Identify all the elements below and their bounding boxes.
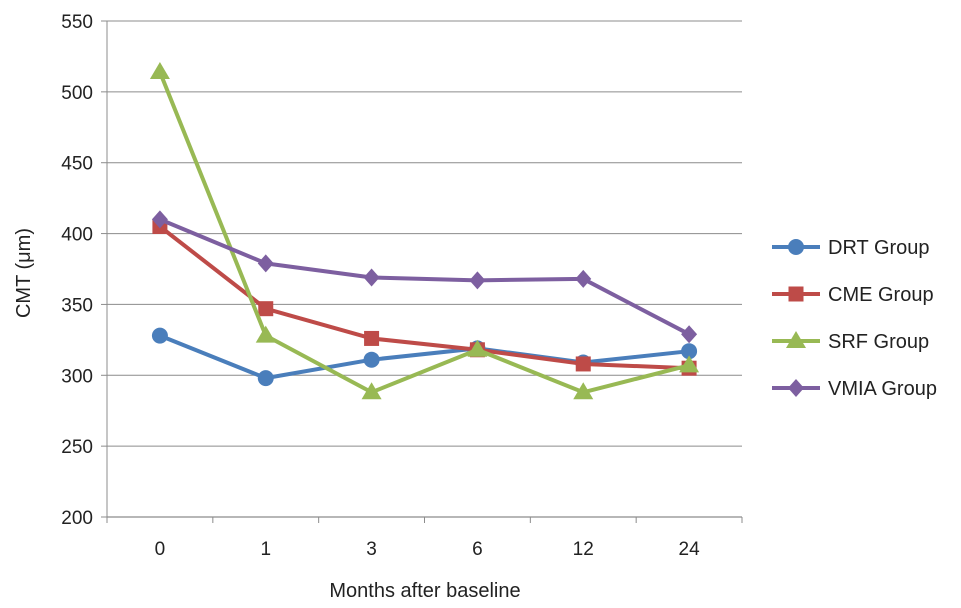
legend: DRT Group CME Group SRF Group VMIA Group xyxy=(772,237,937,400)
x-tick-label: 0 xyxy=(155,539,166,560)
legend-item-drt-group: DRT Group xyxy=(772,237,930,259)
gridlines xyxy=(107,20,742,447)
data-point-vmia-group xyxy=(363,268,380,287)
data-point-drt-group xyxy=(363,351,380,368)
data-point-vmia-group xyxy=(469,271,486,290)
series-drt-group xyxy=(151,327,698,387)
y-tick-label: 450 xyxy=(61,154,93,175)
series-line-cme-group xyxy=(158,224,690,371)
x-tick-label: 12 xyxy=(573,539,594,560)
data-point-vmia-group xyxy=(257,254,274,273)
legend-item-srf-group: SRF Group xyxy=(772,331,929,353)
data-point-srf-group xyxy=(255,325,276,343)
y-tick-label: 550 xyxy=(61,12,93,33)
y-tick-label: 200 xyxy=(61,508,93,529)
y-tick-label: 350 xyxy=(61,295,93,316)
series-srf-group xyxy=(149,62,700,400)
x-axis-label: Months after baseline xyxy=(329,580,520,602)
x-tick-label: 6 xyxy=(472,539,483,560)
x-tick-label: 24 xyxy=(679,539,701,560)
data-point-vmia-group xyxy=(575,269,592,288)
legend-label: CME Group xyxy=(828,284,934,306)
data-point-cme-group xyxy=(575,356,591,372)
series-line-srf-group xyxy=(158,71,690,395)
data-point-vmia-group xyxy=(681,325,698,344)
data-point-srf-group xyxy=(679,355,700,373)
legend-label: VMIA Group xyxy=(828,378,937,400)
x-tick-label: 3 xyxy=(366,539,377,560)
y-tick-label: 250 xyxy=(61,437,93,458)
y-tick-label: 400 xyxy=(61,225,93,246)
y-tick-label: 500 xyxy=(61,83,93,104)
y-tick-label: 300 xyxy=(61,366,93,387)
series-vmia-group xyxy=(151,210,698,344)
legend-item-vmia-group: VMIA Group xyxy=(772,378,937,400)
data-point-cme-group xyxy=(364,330,380,346)
data-point-drt-group xyxy=(681,343,698,360)
series-line-drt-group xyxy=(159,333,690,381)
series-line-vmia-group xyxy=(159,217,691,336)
legend-label: DRT Group xyxy=(828,237,930,259)
data-point-srf-group xyxy=(467,339,488,357)
data-point-vmia-group xyxy=(151,210,168,229)
legend-label: SRF Group xyxy=(828,331,929,353)
data-point-srf-group xyxy=(573,382,594,400)
legend-item-cme-group: CME Group xyxy=(772,284,934,306)
legend-marker xyxy=(786,331,806,348)
data-point-cme-group xyxy=(258,301,274,317)
legend-marker xyxy=(788,379,804,397)
data-point-srf-group xyxy=(149,62,170,80)
series-lines xyxy=(149,62,700,400)
x-tick-label: 1 xyxy=(260,539,271,560)
data-point-srf-group xyxy=(361,382,382,400)
legend-marker xyxy=(788,239,804,255)
axes: 200 250 300 350 400 450 500 550 0 1 3 6 12 24 xyxy=(61,12,743,560)
data-point-drt-group xyxy=(151,327,168,344)
data-point-drt-group xyxy=(257,370,274,387)
y-axis-label: CMT (μm) xyxy=(13,228,35,318)
legend-marker xyxy=(788,286,804,302)
